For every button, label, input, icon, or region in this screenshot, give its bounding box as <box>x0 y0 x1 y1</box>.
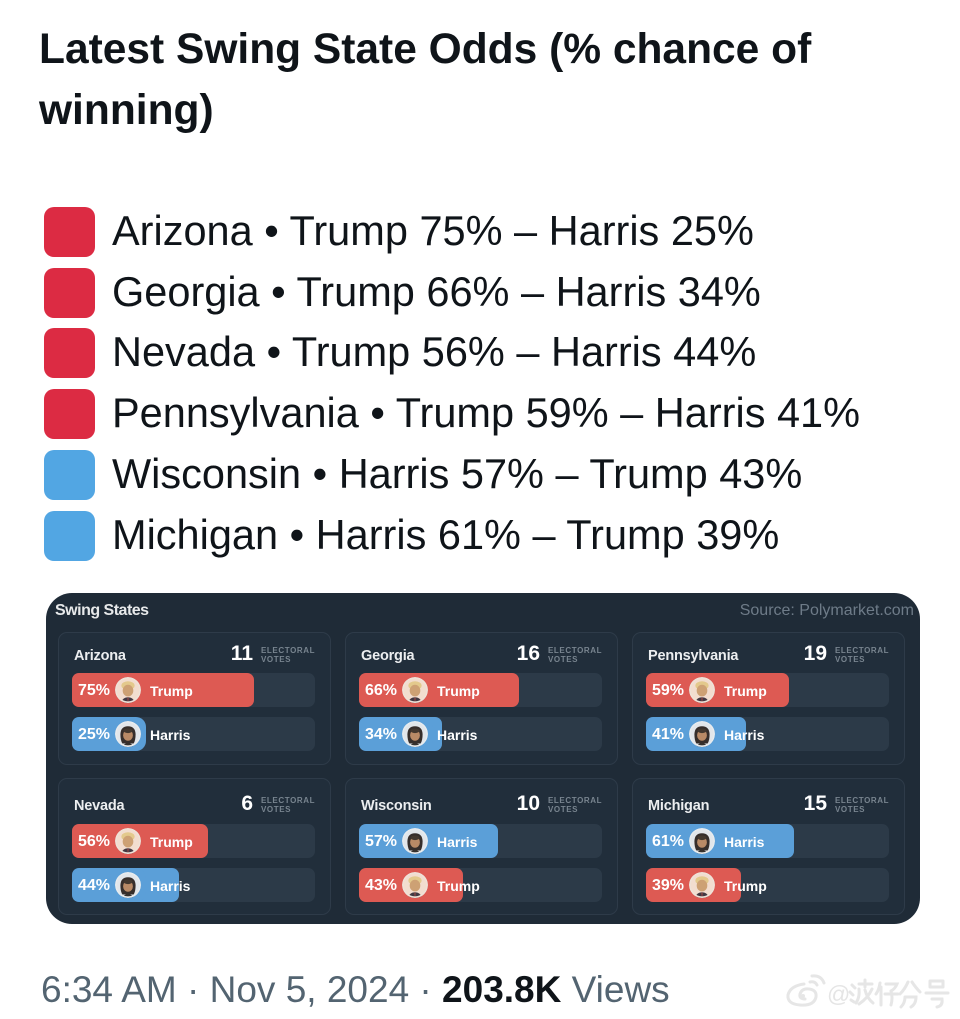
svg-text:@: @ <box>827 981 850 1007</box>
